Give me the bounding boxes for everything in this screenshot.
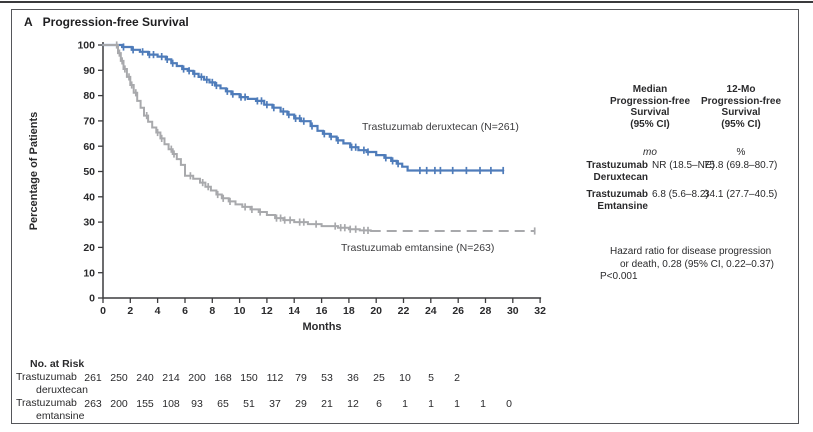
x-tick-label: 28 xyxy=(480,305,492,317)
figure-panel-border xyxy=(11,9,799,424)
at-risk-value: 53 xyxy=(321,372,333,384)
y-tick-label: 0 xyxy=(89,293,95,305)
y-tick-label: 70 xyxy=(83,116,95,128)
at-risk-value: 21 xyxy=(321,398,333,410)
stats-emtansine-median: 6.8 (5.6–8.2) xyxy=(652,189,709,200)
at-risk-value: 0 xyxy=(506,398,512,410)
at-risk-value: 51 xyxy=(243,398,255,410)
deruxtecan-curve xyxy=(101,43,505,172)
y-tick-label: 90 xyxy=(83,65,95,77)
at-risk-value: 29 xyxy=(295,398,307,410)
at-risk-value: 1 xyxy=(480,398,486,410)
stats-row-deruxtecan-name: Trastuzumab Deruxtecan xyxy=(586,160,648,183)
at-risk-row1-label: Trastuzumab xyxy=(16,371,77,383)
stats-deruxtecan-median: NR (18.5–NE) xyxy=(652,160,715,171)
y-axis-title: Percentage of Patients xyxy=(28,111,40,231)
y-tick-label: 100 xyxy=(77,40,95,52)
deruxtecan-curve-label: Trastuzumab deruxtecan (N=261) xyxy=(362,121,519,133)
at-risk-value: 263 xyxy=(84,398,102,410)
at-risk-value: 1 xyxy=(428,398,434,410)
at-risk-value: 108 xyxy=(162,398,180,410)
hazard-ratio-note: Hazard ratio for disease progression or … xyxy=(600,246,774,283)
x-tick-label: 24 xyxy=(425,305,437,317)
x-tick-label: 2 xyxy=(127,305,133,317)
at-risk-row2-label2: emtansine xyxy=(36,410,85,422)
at-risk-value: 5 xyxy=(428,372,434,384)
at-risk-value: 25 xyxy=(373,372,385,384)
x-tick-label: 32 xyxy=(534,305,546,317)
stats-header-median: Median Progression-free Survival (95% CI… xyxy=(609,84,691,130)
x-axis-title: Months xyxy=(302,321,342,333)
x-tick-label: 4 xyxy=(155,305,161,317)
at-risk-row2-label: Trastuzumab xyxy=(16,397,77,409)
at-risk-row1-label2: deruxtecan xyxy=(36,384,88,396)
stats-header-12mo: 12-Mo Progression-free Survival (95% CI) xyxy=(700,84,782,130)
at-risk-value: 250 xyxy=(110,372,128,384)
x-tick-label: 0 xyxy=(100,305,106,317)
at-risk-value: 150 xyxy=(240,372,258,384)
y-tick-label: 20 xyxy=(83,242,95,254)
x-tick-label: 6 xyxy=(182,305,188,317)
at-risk-value: 10 xyxy=(399,372,411,384)
x-tick-label: 30 xyxy=(507,305,519,317)
panel-letter: A xyxy=(24,15,33,29)
x-tick-label: 16 xyxy=(316,305,328,317)
x-tick-label: 26 xyxy=(452,305,464,317)
stats-unit-months: mo xyxy=(643,147,657,158)
panel-title: A Progression-free Survival xyxy=(24,15,189,29)
at-risk-value: 240 xyxy=(136,372,154,384)
emtansine-curve-label: Trastuzumab emtansine (N=263) xyxy=(341,242,495,254)
x-tick-label: 10 xyxy=(234,305,246,317)
x-tick-label: 12 xyxy=(261,305,273,317)
y-tick-label: 50 xyxy=(83,166,95,178)
at-risk-value: 200 xyxy=(110,398,128,410)
at-risk-value: 168 xyxy=(214,372,232,384)
at-risk-value: 6 xyxy=(376,398,382,410)
at-risk-value: 1 xyxy=(454,398,460,410)
at-risk-value: 37 xyxy=(269,398,281,410)
at-risk-value: 2 xyxy=(454,372,460,384)
at-risk-value: 261 xyxy=(84,372,102,384)
x-tick-label: 20 xyxy=(370,305,382,317)
at-risk-value: 12 xyxy=(347,398,359,410)
at-risk-value: 93 xyxy=(191,398,203,410)
stats-deruxtecan-12mo: 75.8 (69.8–80.7) xyxy=(704,160,778,171)
x-tick-label: 22 xyxy=(398,305,410,317)
y-tick-label: 40 xyxy=(83,191,95,203)
panel-title-text: Progression-free Survival xyxy=(42,15,189,29)
at-risk-value: 155 xyxy=(136,398,154,410)
stats-emtansine-12mo: 34.1 (27.7–40.5) xyxy=(704,189,778,200)
at-risk-value: 79 xyxy=(295,372,307,384)
x-tick-label: 18 xyxy=(343,305,355,317)
y-tick-label: 80 xyxy=(83,90,95,102)
at-risk-value: 200 xyxy=(188,372,206,384)
at-risk-value: 214 xyxy=(162,372,180,384)
top-rule xyxy=(0,1,813,3)
at-risk-value: 1 xyxy=(402,398,408,410)
at-risk-value: 112 xyxy=(267,372,284,384)
stats-unit-percent: % xyxy=(736,147,746,158)
at-risk-value: 36 xyxy=(347,372,359,384)
y-tick-label: 60 xyxy=(83,141,95,153)
x-tick-label: 14 xyxy=(288,305,300,317)
at-risk-title: No. at Risk xyxy=(30,358,85,370)
y-tick-label: 10 xyxy=(83,267,95,279)
at-risk-value: 65 xyxy=(217,398,229,410)
x-tick-label: 8 xyxy=(209,305,215,317)
y-tick-label: 30 xyxy=(83,217,95,229)
stats-row-emtansine-name: Trastuzumab Emtansine xyxy=(586,189,648,212)
